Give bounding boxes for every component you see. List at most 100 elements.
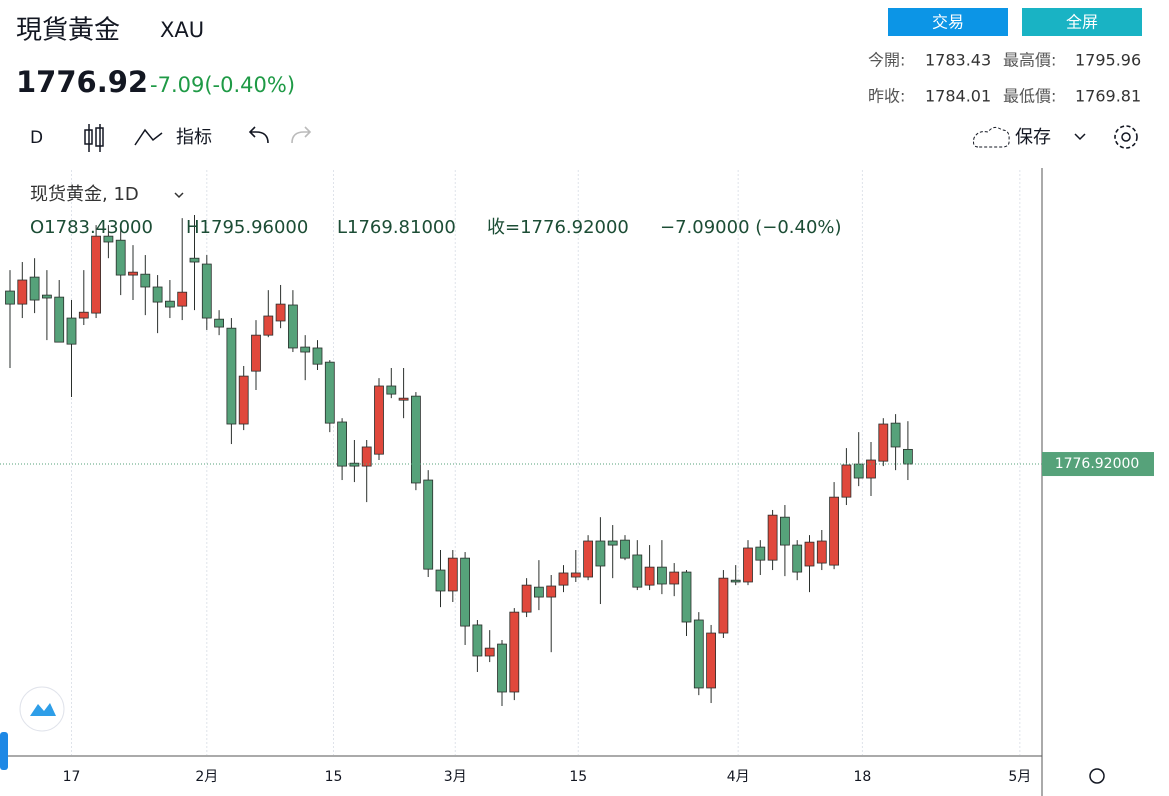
candle-body [780, 516, 790, 546]
grid [71, 170, 1021, 755]
legend-value: O1783.43000 [30, 217, 153, 238]
side-tab[interactable] [0, 732, 8, 770]
last-price-tag [1042, 452, 1154, 477]
candles [5, 215, 913, 706]
candle-body [792, 544, 803, 573]
candle-body [706, 632, 716, 689]
candle-body [54, 296, 65, 343]
candle-body [755, 546, 766, 561]
logo-icon [30, 703, 56, 716]
candle-body [5, 290, 15, 305]
candle-body [164, 300, 175, 308]
x-tick-label: 15 [569, 769, 587, 785]
candle-body [349, 462, 360, 467]
candle-body [201, 263, 212, 319]
x-tick-label: 2月 [195, 769, 218, 785]
candle-body [767, 514, 778, 561]
candle-body [829, 496, 839, 566]
candle-body [693, 619, 704, 689]
x-tick-label: 15 [325, 769, 343, 785]
candle-body [570, 572, 581, 578]
title: 現貨黃金 [16, 16, 120, 46]
candle-type-icon[interactable] [84, 124, 104, 152]
candle-body [128, 271, 138, 276]
candle-body [263, 315, 274, 336]
indicator-button[interactable]: 指标 [176, 127, 212, 148]
interval-button[interactable]: D [30, 128, 43, 148]
axis-settings-icon[interactable] [1089, 768, 1105, 784]
trade-button-label[interactable]: 交易 [932, 13, 964, 32]
candle-body [91, 235, 101, 314]
legend-value: H1795.96000 [186, 217, 308, 238]
candle-body [484, 647, 495, 657]
stat-value: 1769.81 [1075, 87, 1141, 106]
candle-body [177, 291, 188, 307]
candle-body [890, 422, 901, 448]
candle-body [374, 385, 384, 455]
candle-body [275, 303, 286, 322]
undo-icon[interactable] [248, 126, 269, 144]
candle-body [251, 334, 261, 372]
candle-body [152, 286, 163, 303]
candle-body [386, 385, 397, 395]
candle-body [140, 273, 151, 288]
candle-body [681, 571, 692, 623]
settings-icon[interactable] [1114, 125, 1138, 149]
stat-label: 最低價: [1003, 87, 1056, 106]
candle-body [657, 566, 667, 585]
legend-value: −7.09000 (−0.40%) [660, 217, 842, 238]
stat-label: 最高價: [1003, 51, 1056, 70]
overlay: 1776.92000 [0, 452, 1154, 477]
candle-body [853, 463, 864, 479]
save-dropdown[interactable] [1074, 133, 1086, 141]
candle-body [632, 554, 643, 588]
candle-body [78, 311, 89, 319]
legend-value: L1769.81000 [337, 217, 456, 238]
legend-value: 收=1776.92000 [487, 217, 629, 238]
x-tick-label: 17 [63, 769, 81, 785]
candle-body [460, 557, 471, 627]
candle-body [866, 459, 876, 479]
legend-title: 现货黄金, 1D [30, 184, 139, 205]
candle-body [398, 397, 409, 401]
candle-body [669, 571, 680, 585]
cloud-icon[interactable] [973, 126, 1010, 148]
stat-value: 1795.96 [1075, 51, 1141, 70]
candle-body [509, 611, 520, 693]
candle-body [903, 448, 913, 465]
candle-body [17, 279, 28, 305]
candle-body [546, 585, 557, 598]
candle-body [287, 304, 298, 349]
candle-body [841, 464, 852, 498]
save-button[interactable]: 保存 [1015, 127, 1051, 148]
candle-body [435, 569, 446, 592]
stat-label: 昨收: [868, 87, 905, 106]
candle-body [878, 423, 889, 462]
candle-body [620, 539, 630, 559]
fullscreen-button[interactable] [1022, 8, 1142, 36]
x-tick-label: 5月 [1008, 769, 1031, 785]
indicator-icon[interactable] [134, 128, 163, 146]
x-tick-label: 4月 [727, 769, 750, 785]
price: 1776.92 [16, 65, 148, 99]
candle-body [423, 479, 434, 570]
candle-body [730, 579, 741, 583]
candle-body [607, 540, 618, 546]
candle-body [29, 276, 40, 301]
candle-body [558, 572, 569, 586]
candle-body [214, 318, 225, 328]
candle-body [534, 586, 544, 598]
candle-body [497, 643, 507, 693]
candle-body [583, 540, 593, 578]
settings-icon-center [1121, 132, 1131, 142]
candle-body [410, 395, 421, 484]
x-tick-label: 3月 [444, 769, 467, 785]
trade-button[interactable] [888, 8, 1008, 36]
redo-icon[interactable] [291, 126, 312, 144]
legend-dropdown[interactable] [174, 192, 184, 199]
fullscreen-button-label[interactable]: 全屏 [1066, 13, 1098, 32]
candle-body [816, 540, 827, 564]
last-price-label: 1776.92000 [1055, 456, 1140, 472]
candle-body [595, 540, 606, 567]
